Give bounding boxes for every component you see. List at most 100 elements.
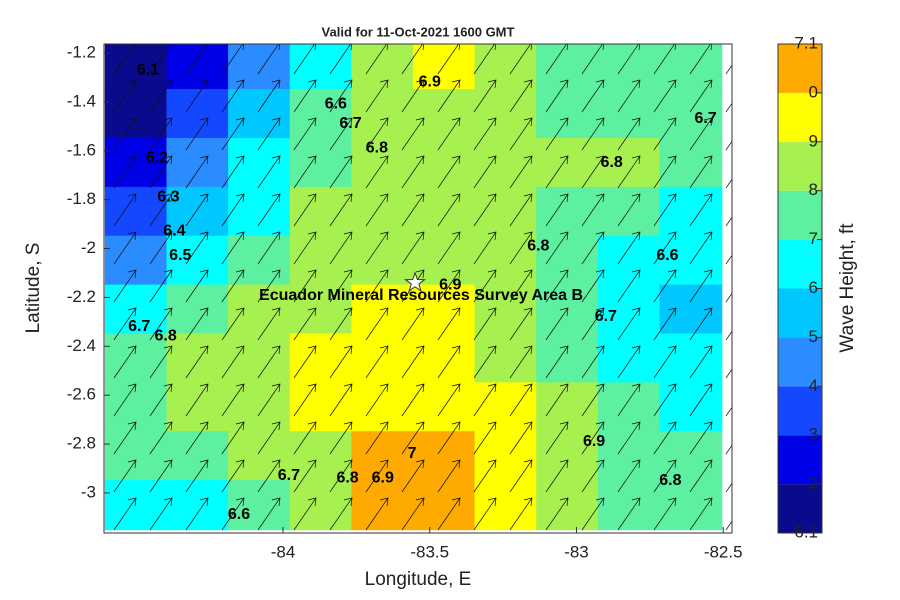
wind-arrow (149, 193, 173, 227)
y-tick-label: -2.2 (67, 287, 96, 306)
wind-arrow (185, 459, 209, 493)
wind-arrow (149, 345, 173, 379)
wind-arrow (329, 269, 353, 303)
wind-arrow (185, 117, 209, 151)
field-cell (412, 235, 476, 286)
colorbar-tick-label: 7.1 (794, 33, 818, 52)
wind-arrow (365, 44, 389, 75)
field-cell (351, 186, 415, 237)
wind-arrow (725, 64, 732, 75)
field-cell (659, 44, 723, 91)
wind-arrow (149, 117, 173, 151)
wind-arrow (185, 269, 209, 303)
wind-arrow (329, 497, 353, 531)
wind-arrow (293, 79, 317, 113)
wind-arrow (689, 79, 713, 113)
wind-arrow (113, 383, 137, 417)
contour-label: 6.1 (137, 61, 159, 78)
colorbar-band (778, 288, 822, 338)
wind-arrow (221, 459, 245, 493)
wind-arrow (149, 44, 173, 75)
colorbar-band (778, 92, 822, 142)
colorbar-band (778, 239, 822, 289)
wind-arrow (617, 155, 641, 189)
field-cell (412, 480, 476, 531)
colorbar-tick-label: 6 (809, 278, 818, 297)
wind-arrow (113, 79, 137, 113)
field-cell (351, 89, 415, 140)
wind-arrow (581, 79, 605, 113)
field-cell (104, 44, 168, 91)
contour-label: 6.4 (163, 223, 185, 240)
wind-arrow (221, 79, 245, 113)
wind-arrow (437, 459, 461, 493)
colorbar-band (778, 141, 822, 191)
wind-arrow (365, 345, 389, 379)
wind-arrow (365, 307, 389, 341)
wind-arrow (509, 117, 533, 151)
wind-arrow (257, 79, 281, 113)
wind-arrow (473, 459, 497, 493)
field-cell (536, 480, 600, 531)
wind-arrow (617, 307, 641, 341)
wind-arrow (725, 140, 732, 151)
wind-arrow (401, 44, 425, 75)
field-cell (659, 431, 723, 482)
field-cell (289, 480, 353, 531)
wind-arrow (329, 421, 353, 455)
wind-arrow (149, 383, 173, 417)
wind-arrow (149, 497, 173, 531)
wind-arrow (329, 231, 353, 265)
wind-arrow (329, 193, 353, 227)
field-cell (104, 137, 168, 189)
x-tick-label: -84 (271, 542, 296, 561)
wind-arrow (437, 345, 461, 379)
wind-arrow (725, 178, 732, 189)
wind-arrow (545, 497, 569, 531)
wind-arrow (545, 269, 569, 303)
field-cell (659, 235, 723, 286)
field-cell (289, 431, 353, 482)
wind-arrow (653, 193, 677, 227)
wind-arrow (293, 307, 317, 341)
wind-arrow (185, 345, 209, 379)
field-cell (228, 431, 291, 482)
wind-arrow (437, 307, 461, 341)
field-cell (104, 284, 168, 335)
wind-arrow (473, 307, 497, 341)
wind-arrow (689, 345, 713, 379)
y-tick-label: -1.8 (67, 189, 96, 208)
wind-arrow (149, 421, 173, 455)
wind-arrow (185, 421, 209, 455)
field-cell (659, 382, 723, 433)
wind-arrow (401, 383, 425, 417)
colorbar-label: Wave Height, ft (837, 223, 858, 353)
field-cell (597, 284, 661, 335)
colorbar-tick-label: 2 (809, 474, 818, 493)
wind-arrow (293, 459, 317, 493)
wind-arrow (437, 421, 461, 455)
wind-arrow (509, 421, 533, 455)
field-cell (412, 333, 476, 384)
wind-arrow (149, 79, 173, 113)
wind-arrow (401, 459, 425, 493)
field-cell (166, 235, 230, 286)
wind-arrow (149, 269, 173, 303)
wind-arrow (473, 117, 497, 151)
wind-arrow (581, 345, 605, 379)
wind-arrow (257, 345, 281, 379)
wind-arrow (581, 269, 605, 303)
field-cell (104, 480, 168, 531)
wind-arrow (581, 44, 605, 75)
field-cell (166, 284, 230, 335)
wind-arrow (473, 193, 497, 227)
wind-arrow (509, 79, 533, 113)
wind-arrow (221, 497, 245, 531)
wind-arrow (725, 406, 732, 417)
colorbar-band (778, 386, 822, 436)
wind-arrow (437, 117, 461, 151)
field-cell (289, 333, 353, 384)
wind-arrow (725, 102, 732, 113)
field-cell (536, 235, 600, 286)
wind-arrow (437, 497, 461, 531)
